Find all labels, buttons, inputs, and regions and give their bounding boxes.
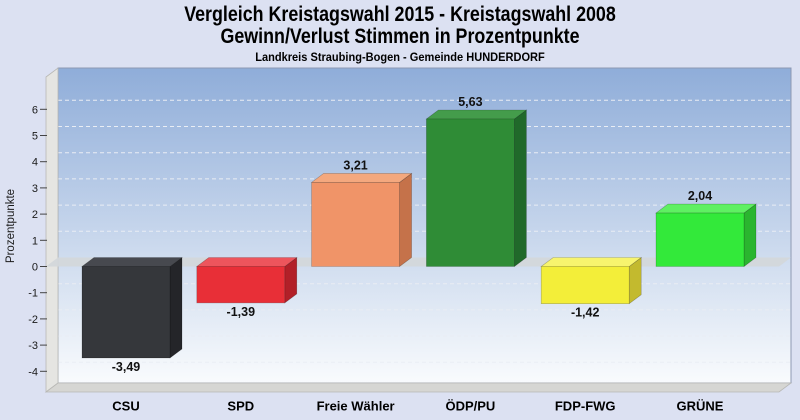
bar-side-face [514, 109, 527, 268]
y-tick-label: 5 [32, 131, 38, 143]
plot-left-wall [45, 67, 59, 393]
bar-ödp-pu [425, 109, 528, 268]
bar-front-face [81, 266, 171, 359]
category-label: GRÜNE [677, 399, 724, 414]
bar-side-face [169, 256, 183, 359]
bar-value-label: 2,04 [688, 189, 712, 203]
y-tick-label: 0 [32, 262, 38, 274]
y-tick-label: 4 [32, 157, 38, 169]
y-tick-label: -2 [28, 314, 38, 326]
bar-top-face [655, 203, 757, 214]
y-tick-label: -4 [28, 366, 38, 378]
bar-top-face [425, 109, 528, 120]
bar-value-label: -3,49 [112, 360, 141, 374]
category-label: CSU [112, 399, 139, 414]
category-label: Freie Wähler [317, 399, 395, 414]
bar-value-label: 3,21 [343, 158, 367, 172]
bar-front-face [655, 212, 745, 267]
chart-header: Vergleich Kreistagswahl 2015 - Kreistags… [0, 3, 800, 65]
bar-value-label: 5,63 [458, 95, 482, 109]
bar-grüne [655, 203, 757, 268]
y-tick-label: 3 [32, 183, 38, 195]
bar-front-face [426, 118, 515, 267]
bar-spd [195, 256, 298, 304]
bar-top-face [195, 257, 298, 267]
bar-fdp-fwg [540, 256, 643, 305]
bar-csu [81, 256, 183, 359]
bar-front-face [196, 266, 286, 304]
category-label: ÖDP/PU [445, 399, 495, 414]
y-tick-label: -1 [28, 288, 38, 300]
bar-front-face [540, 266, 630, 305]
bar-top-face [81, 257, 183, 267]
chart-title-line1: Vergleich Kreistagswahl 2015 - Kreistags… [184, 3, 616, 26]
plot-floor [44, 382, 793, 393]
bar-value-label: -1,42 [571, 306, 600, 320]
chart-subtitle: Landkreis Straubing-Bogen - Gemeinde HUN… [255, 50, 545, 64]
category-label: SPD [227, 399, 254, 414]
chart-title-line2: Gewinn/Verlust Stimmen in Prozentpunkte [220, 25, 580, 48]
bar-top-face [310, 173, 413, 183]
bar-front-face [311, 182, 400, 267]
bar-side-face [399, 172, 412, 268]
y-tick-label: 6 [32, 104, 38, 116]
bar-side-face [743, 203, 757, 268]
y-tick-label: 1 [32, 235, 38, 247]
bar-value-label: -1,39 [227, 305, 256, 319]
bar-top-face [540, 257, 643, 267]
y-axis-title: Prozentpunkte [5, 189, 17, 263]
y-tick-label: 2 [32, 209, 38, 221]
y-tick-label: -3 [28, 340, 38, 352]
category-label: FDP-FWG [555, 399, 616, 414]
bar-freie-wähler [310, 172, 413, 268]
